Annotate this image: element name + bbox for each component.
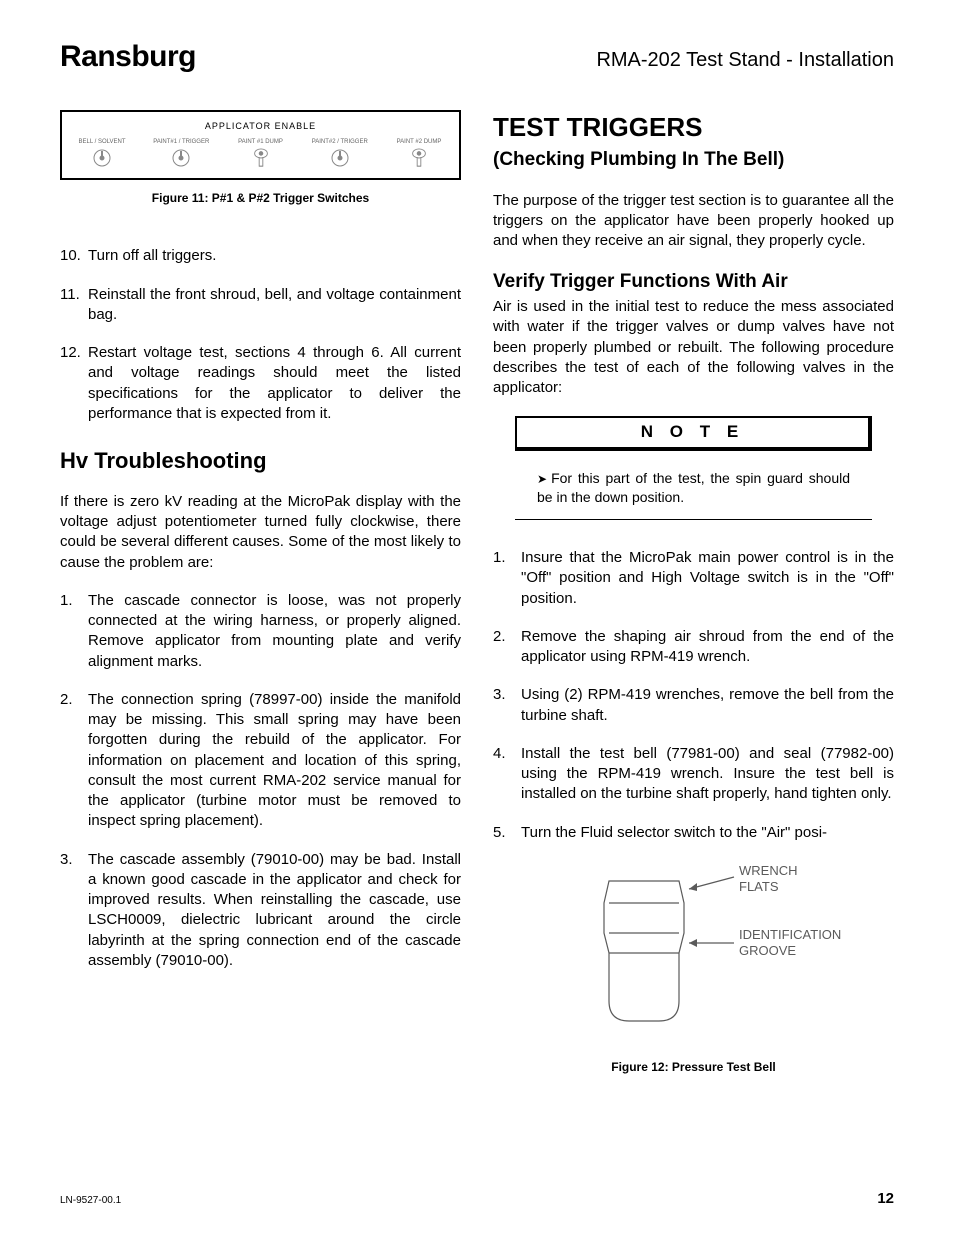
hv-items-list: 1.The cascade connector is loose, was no… — [60, 591, 461, 971]
list-number: 11. — [60, 285, 88, 326]
figure-12-wrap: WRENCH FLATS IDENTIFICATION GROOVE Figur… — [493, 861, 894, 1075]
lever-switch-icon — [410, 148, 428, 168]
list-text: Turn off all triggers. — [88, 246, 461, 266]
list-number: 5. — [493, 823, 521, 843]
figure-11-panel-title: APPLICATOR ENABLE — [68, 120, 453, 132]
page-footer: LN-9527-00.1 12 — [60, 1190, 894, 1207]
right-steps-list: 1.Insure that the MicroPak main power co… — [493, 548, 894, 843]
switch-label: PAINT#2 / TRIGGER — [310, 138, 370, 146]
switch-bell-solvent: BELL / SOLVENT — [72, 138, 132, 168]
switch-paint-1-dump: PAINT #1 DUMP — [231, 138, 291, 168]
list-text: Reinstall the front shroud, bell, and vo… — [88, 285, 461, 326]
brand-logo: Ransburg — [60, 40, 196, 74]
test-triggers-title: TEST TRIGGERS — [493, 110, 894, 145]
list-number: 10. — [60, 246, 88, 266]
fig12-label-flats: FLATS — [739, 879, 779, 894]
list-text: Install the test bell (77981-00) and sea… — [521, 744, 894, 805]
right-step-item: 4.Install the test bell (77981-00) and s… — [493, 744, 894, 805]
switch-row: BELL / SOLVENT PAINT#1 / TRIGGER PAINT #1 … — [68, 138, 453, 168]
document-title: RMA-202 Test Stand - Installation — [596, 49, 894, 72]
page-header: Ransburg RMA-202 Test Stand - Installati… — [60, 40, 894, 74]
hv-step-item: 3.The cascade assembly (79010-00) may be… — [60, 850, 461, 972]
switch-label: PAINT #1 DUMP — [231, 138, 291, 146]
hv-troubleshooting-heading: Hv Troubleshooting — [60, 446, 461, 476]
switch-paint-2-dump: PAINT #2 DUMP — [389, 138, 449, 168]
switch-paint-2-trigger: PAINT#2 / TRIGGER — [310, 138, 370, 168]
list-number: 1. — [493, 548, 521, 609]
list-number: 12. — [60, 343, 88, 424]
test-triggers-intro: The purpose of the trigger test section … — [493, 191, 894, 252]
list-number: 1. — [60, 591, 88, 672]
left-steps-list: 10.Turn off all triggers.11.Reinstall th… — [60, 246, 461, 424]
switch-label: BELL / SOLVENT — [72, 138, 132, 146]
fig12-label-groove: GROOVE — [739, 943, 796, 958]
hv-step-item: 1.The cascade connector is loose, was no… — [60, 591, 461, 672]
hv-step-item: 2.The connection spring (78997-00) insid… — [60, 690, 461, 832]
figure-11-caption: Figure 11: P#1 & P#2 Trigger Switches — [60, 190, 461, 206]
switch-label: PAINT#1 / TRIGGER — [151, 138, 211, 146]
figure-11-panel: APPLICATOR ENABLE BELL / SOLVENT PAINT#1 … — [60, 110, 461, 180]
test-triggers-subtitle: (Checking Plumbing In The Bell) — [493, 147, 894, 173]
figure-12-svg: WRENCH FLATS IDENTIFICATION GROOVE — [539, 861, 849, 1041]
left-step-item: 11.Reinstall the front shroud, bell, and… — [60, 285, 461, 326]
right-step-item: 2.Remove the shaping air shroud from the… — [493, 627, 894, 668]
toggle-switch-icon — [172, 148, 190, 168]
list-text: The cascade assembly (79010-00) may be b… — [88, 850, 461, 972]
footer-ln: LN-9527-00.1 — [60, 1195, 121, 1206]
footer-page-number: 12 — [877, 1190, 894, 1207]
note-header: N O T E — [515, 416, 872, 451]
left-step-item: 10.Turn off all triggers. — [60, 246, 461, 266]
toggle-switch-icon — [331, 148, 349, 168]
list-text: Turn the Fluid selector switch to the "A… — [521, 823, 894, 843]
fig12-label-ident: IDENTIFICATION — [739, 927, 841, 942]
list-number: 2. — [60, 690, 88, 832]
switch-paint-1-trigger: PAINT#1 / TRIGGER — [151, 138, 211, 168]
list-number: 2. — [493, 627, 521, 668]
note-box: N O T E ➤For this part of the test, the … — [515, 416, 872, 520]
list-text: Restart voltage test, sections 4 through… — [88, 343, 461, 424]
list-number: 4. — [493, 744, 521, 805]
list-text: Insure that the MicroPak main power cont… — [521, 548, 894, 609]
note-arrow-icon: ➤ — [537, 472, 547, 486]
left-column: APPLICATOR ENABLE BELL / SOLVENT PAINT#1 … — [60, 110, 461, 1075]
list-text: Using (2) RPM-419 wrenches, remove the b… — [521, 685, 894, 726]
content-columns: APPLICATOR ENABLE BELL / SOLVENT PAINT#1 … — [60, 110, 894, 1075]
lever-switch-icon — [252, 148, 270, 168]
verify-heading: Verify Trigger Functions With Air — [493, 269, 894, 295]
right-step-item: 3.Using (2) RPM-419 wrenches, remove the… — [493, 685, 894, 726]
list-text: The connection spring (78997-00) inside … — [88, 690, 461, 832]
note-body: ➤For this part of the test, the spin gua… — [515, 451, 872, 520]
right-step-item: 1.Insure that the MicroPak main power co… — [493, 548, 894, 609]
switch-label: PAINT #2 DUMP — [389, 138, 449, 146]
fig12-label-wrench: WRENCH — [739, 863, 798, 878]
list-number: 3. — [493, 685, 521, 726]
note-text: For this part of the test, the spin guar… — [537, 470, 850, 505]
verify-paragraph: Air is used in the initial test to reduc… — [493, 297, 894, 398]
list-text: Remove the shaping air shroud from the e… — [521, 627, 894, 668]
right-column: TEST TRIGGERS (Checking Plumbing In The … — [493, 110, 894, 1075]
left-step-item: 12.Restart voltage test, sections 4 thro… — [60, 343, 461, 424]
right-step-item: 5.Turn the Fluid selector switch to the … — [493, 823, 894, 843]
list-number: 3. — [60, 850, 88, 972]
hv-intro-paragraph: If there is zero kV reading at the Micro… — [60, 492, 461, 573]
list-text: The cascade connector is loose, was not … — [88, 591, 461, 672]
figure-12-caption: Figure 12: Pressure Test Bell — [493, 1059, 894, 1075]
toggle-switch-icon — [93, 148, 111, 168]
